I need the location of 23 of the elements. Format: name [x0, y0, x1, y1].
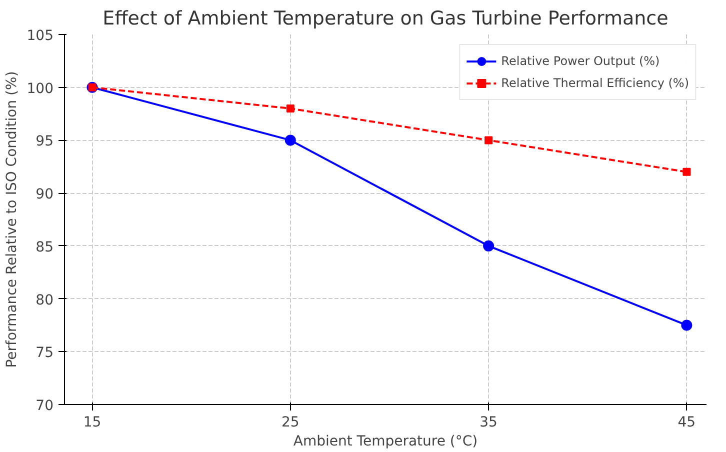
x-tick-label: 45 — [678, 414, 696, 430]
x-axis-title: Ambient Temperature (°C) — [293, 434, 478, 450]
chart-title: Effect of Ambient Temperature on Gas Turbine Performance — [102, 8, 668, 30]
point — [484, 136, 493, 144]
y-tick-label: 80 — [36, 292, 54, 308]
point — [284, 134, 296, 146]
legend-label: Relative Thermal Efficiency (%) — [501, 76, 689, 90]
x-tick-label: 25 — [281, 414, 300, 430]
point — [681, 320, 692, 331]
y-tick-label: 95 — [36, 134, 54, 150]
point — [682, 168, 691, 176]
point — [483, 240, 494, 252]
point — [286, 104, 294, 112]
x-tick-label: 35 — [480, 414, 498, 430]
y-tick-label: 70 — [36, 398, 54, 414]
y-axis-title: Performance Relative to ISO Condition (%) — [4, 71, 20, 368]
y-tick-label: 85 — [36, 239, 54, 256]
x-tick-label: 15 — [83, 414, 102, 430]
y-tick-label: 90 — [36, 186, 54, 203]
legend-label: Relative Power Output (%) — [501, 54, 660, 68]
y-tick-label: 75 — [36, 345, 54, 362]
y-tick-label: 105 — [26, 28, 54, 44]
y-tick-label: 100 — [26, 80, 54, 97]
